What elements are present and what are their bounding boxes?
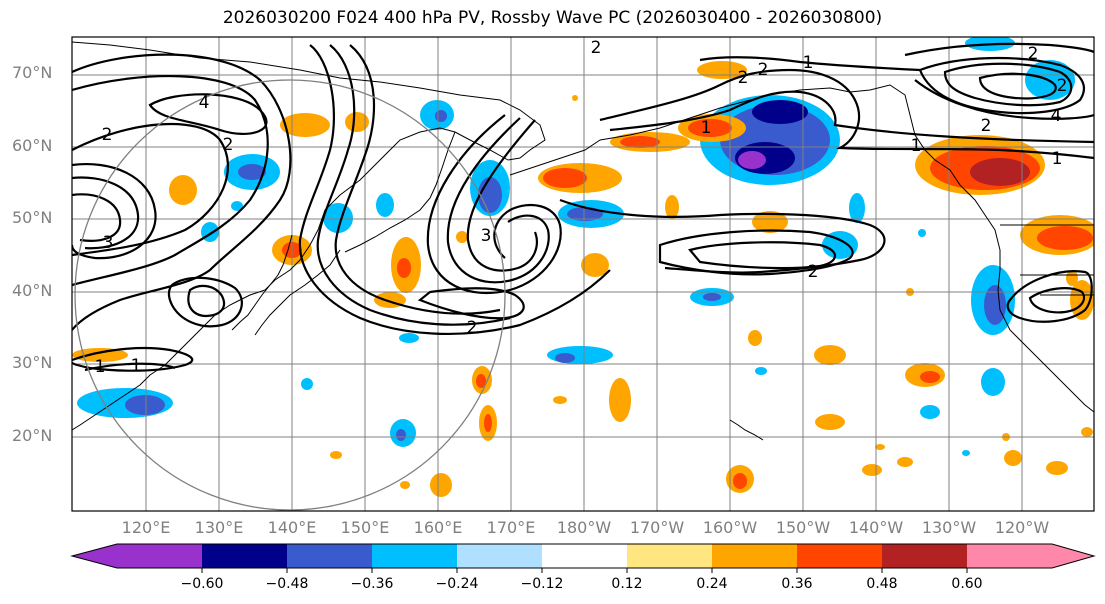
lon-label: 180°W xyxy=(556,518,612,537)
contour-label: 3 xyxy=(481,226,492,246)
contour-label: 2 xyxy=(808,262,819,282)
colorbar xyxy=(70,543,1096,573)
colorbar-tick-label: −0.60 xyxy=(180,576,224,592)
colorbar-tick-label: 0.48 xyxy=(866,576,898,592)
lon-label: 130°E xyxy=(194,518,244,537)
contour-label: 4 xyxy=(1051,106,1062,126)
colorbar-swatch xyxy=(882,544,967,568)
colorbar-swatch xyxy=(117,544,202,568)
contour-label: 2 xyxy=(223,135,234,155)
lon-label: 130°W xyxy=(921,518,977,537)
colorbar-swatch xyxy=(967,544,1052,568)
contour-label-group: 2 4 2 3 3 1 1 2 2 2 1 2 2 4 2 1 1 2 2 1 xyxy=(95,38,1068,377)
contour-label: 2 xyxy=(738,68,749,88)
anomaly-shading xyxy=(72,37,1094,497)
contour-label: 2 xyxy=(467,318,478,338)
colorbar-tick-label: −0.24 xyxy=(435,576,479,592)
map-frame xyxy=(71,36,1095,512)
lon-label: 170°E xyxy=(486,518,536,537)
colorbar-swatch xyxy=(202,544,287,568)
contour-label: 2 xyxy=(102,125,113,145)
contour-label: 4 xyxy=(199,93,210,113)
colorbar-tick-label: 0.24 xyxy=(696,576,728,592)
pv-contours xyxy=(72,42,1094,372)
colorbar-tick-label: −0.12 xyxy=(520,576,564,592)
contour-label: 2 xyxy=(758,60,769,80)
lon-label: 150°W xyxy=(775,518,831,537)
lon-label: 170°W xyxy=(629,518,685,537)
lat-label-70n: 70°N xyxy=(12,63,53,82)
lat-label-40n: 40°N xyxy=(12,281,53,300)
contour-label: 1 xyxy=(1052,149,1063,169)
contour-label: 1 xyxy=(911,136,922,156)
colorbar-swatch xyxy=(627,544,712,568)
colorbar-extend-low xyxy=(72,544,117,568)
colorbar-tick-label: 0.36 xyxy=(781,576,813,592)
lon-label: 140°W xyxy=(848,518,904,537)
lon-label: 120°E xyxy=(121,518,171,537)
radius-circle xyxy=(74,79,506,511)
lon-label: 160°E xyxy=(413,518,463,537)
lon-label: 150°E xyxy=(340,518,390,537)
colorbar-tick-label: 0.60 xyxy=(951,576,983,592)
lat-label-20n: 20°N xyxy=(12,426,53,445)
colorbar-swatch xyxy=(287,544,372,568)
contour-label: 2 xyxy=(1028,44,1039,64)
colorbar-extend-high xyxy=(1052,544,1094,568)
lat-label-60n: 60°N xyxy=(12,136,53,155)
lon-label: 120°W xyxy=(994,518,1050,537)
colorbar-tick-label: 0.12 xyxy=(611,576,643,592)
contour-label: 1 xyxy=(803,53,814,73)
contour-label: 1 xyxy=(95,357,106,377)
colorbar-tick-label: −0.48 xyxy=(265,576,309,592)
contour-label: 1 xyxy=(131,356,142,376)
lat-label-50n: 50°N xyxy=(12,208,53,227)
contour-label: 2 xyxy=(1057,76,1068,96)
graticule xyxy=(72,37,1094,511)
lat-label-30n: 30°N xyxy=(12,353,53,372)
colorbar-swatch xyxy=(797,544,882,568)
colorbar-swatch xyxy=(372,544,457,568)
contour-label: 3 xyxy=(103,233,114,253)
colorbar-swatch xyxy=(712,544,797,568)
lon-label: 140°E xyxy=(267,518,317,537)
contour-label: 1 xyxy=(701,118,712,138)
colorbar-tick-label: −0.36 xyxy=(350,576,394,592)
contour-label: 2 xyxy=(981,116,992,136)
map-title: 2026030200 F024 400 hPa PV, Rossby Wave … xyxy=(222,8,883,28)
lon-label: 160°W xyxy=(702,518,758,537)
colorbar-swatch xyxy=(542,544,627,568)
colorbar-outline xyxy=(70,543,1096,569)
contour-label: 2 xyxy=(591,38,602,58)
colorbar-swatch xyxy=(457,544,542,568)
